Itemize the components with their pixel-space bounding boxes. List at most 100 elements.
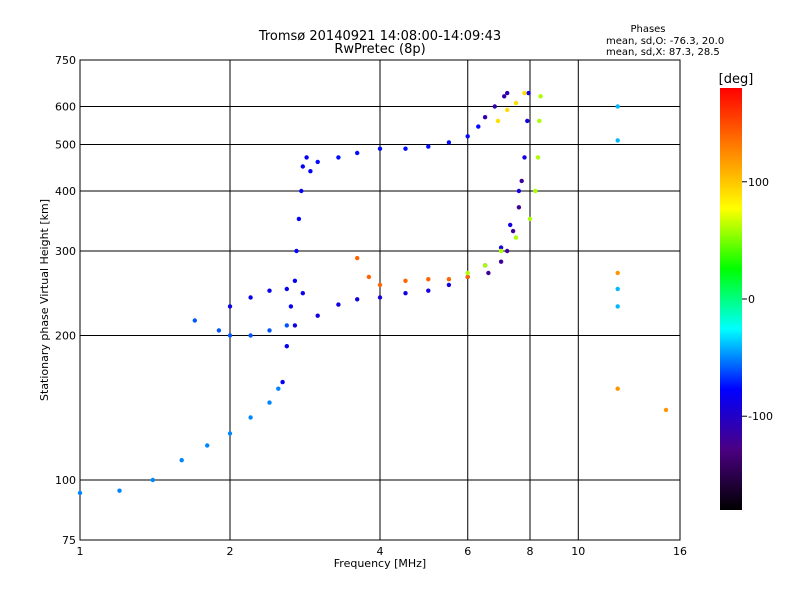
- colorbar-tick-label: -100: [748, 410, 773, 423]
- data-point: [615, 138, 620, 143]
- data-point: [304, 155, 309, 160]
- y-axis-label: Stationary phase Virtual Height [km]: [38, 199, 51, 401]
- data-point: [315, 159, 320, 165]
- data-point: [508, 222, 513, 228]
- data-point: [615, 286, 620, 292]
- data-point: [227, 304, 233, 309]
- y-tick-label: 75: [62, 534, 76, 547]
- data-point: [150, 477, 155, 483]
- chart-grid: [80, 60, 680, 540]
- data-point: [426, 144, 431, 149]
- data-point: [516, 188, 522, 194]
- data-point: [296, 216, 302, 222]
- data-point: [288, 304, 294, 309]
- data-point: [533, 188, 538, 194]
- data-point: [403, 291, 408, 296]
- y-tick-label: 600: [55, 101, 76, 114]
- data-point: [615, 304, 620, 309]
- data-point: [205, 443, 210, 448]
- data-point: [292, 278, 298, 283]
- data-point: [294, 248, 299, 254]
- data-point: [267, 400, 272, 405]
- data-point: [248, 333, 253, 338]
- data-point: [248, 295, 253, 300]
- data-point: [465, 270, 470, 276]
- data-point: [336, 155, 341, 160]
- y-tick-label: 100: [55, 474, 76, 487]
- data-point: [495, 118, 501, 124]
- data-point: [486, 270, 491, 276]
- x-tick-label: 6: [464, 545, 471, 558]
- y-tick-label: 750: [55, 54, 76, 67]
- x-tick-label: 16: [673, 545, 687, 558]
- colorbar-tick-label: 0: [748, 293, 755, 306]
- data-point: [403, 146, 408, 151]
- data-point: [519, 178, 524, 184]
- colorbar-tick-label: 100: [748, 176, 769, 189]
- data-point: [516, 205, 522, 210]
- y-tick-label: 500: [55, 139, 76, 152]
- data-point: [248, 415, 253, 420]
- colorbar-ticks: 100 0 -100: [742, 176, 773, 423]
- data-point: [492, 104, 497, 109]
- data-point: [482, 115, 488, 120]
- phase-box-title: Phases: [630, 24, 665, 35]
- x-tick-label: 8: [527, 545, 534, 558]
- data-point: [192, 318, 197, 323]
- data-point: [300, 164, 305, 169]
- data-point: [498, 259, 504, 264]
- x-axis: 1 2 4 6 8 10 16: [77, 545, 688, 558]
- data-point: [284, 344, 289, 349]
- data-point: [227, 333, 233, 338]
- colorbar-gradient: [720, 88, 742, 510]
- x-tick-label: 4: [377, 545, 384, 558]
- data-point: [227, 431, 233, 436]
- data-point: [426, 277, 431, 282]
- data-point: [510, 228, 516, 234]
- data-point: [535, 155, 541, 160]
- data-point: [77, 490, 83, 496]
- data-point: [513, 235, 519, 240]
- chart-title: Tromsø 20140921 14:08:00-14:09:43: [258, 29, 501, 44]
- data-point: [476, 124, 481, 129]
- data-point: [403, 278, 408, 283]
- data-point: [446, 140, 452, 145]
- data-point: [513, 100, 519, 106]
- data-point: [336, 302, 341, 307]
- data-point: [216, 328, 222, 333]
- data-point: [366, 274, 372, 280]
- data-point: [377, 282, 383, 288]
- colorbar: [deg] 100 0 -100: [719, 72, 773, 510]
- data-point: [498, 245, 504, 250]
- data-point: [299, 188, 304, 194]
- data-point: [267, 328, 272, 333]
- data-point: [465, 274, 470, 280]
- data-point: [505, 107, 510, 113]
- data-point: [280, 379, 285, 385]
- data-point: [284, 323, 289, 328]
- data-point: [502, 94, 507, 99]
- x-axis-label: Frequency [MHz]: [334, 557, 426, 570]
- data-point: [538, 94, 543, 99]
- data-point: [537, 118, 542, 124]
- data-point: [179, 458, 184, 463]
- data-point: [284, 286, 289, 292]
- data-point: [526, 90, 531, 96]
- data-point: [527, 216, 533, 222]
- data-points: [77, 90, 669, 496]
- data-point: [276, 386, 281, 391]
- data-point: [355, 255, 360, 261]
- y-tick-label: 200: [55, 330, 76, 343]
- x-tick-label: 2: [227, 545, 234, 558]
- data-point: [446, 277, 452, 282]
- data-point: [292, 323, 298, 328]
- data-point: [426, 288, 431, 293]
- data-point: [267, 288, 272, 293]
- chart-subtitle: RwPretec (8p): [334, 42, 425, 57]
- phase-box: Phases mean, sd,O: -76.3, 20.0 mean, sd,…: [606, 24, 724, 58]
- data-point: [300, 291, 305, 296]
- data-point: [355, 150, 360, 156]
- data-point: [522, 155, 527, 160]
- plot-frame: [79, 59, 681, 541]
